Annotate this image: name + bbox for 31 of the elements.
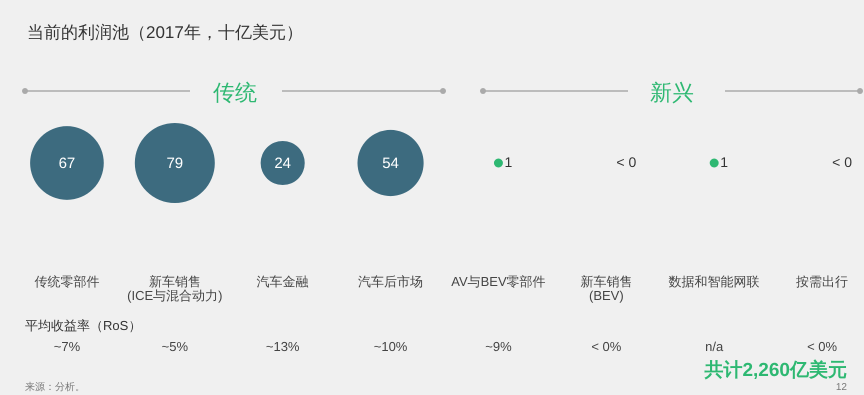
- data-label: < 0: [616, 154, 636, 170]
- data-label: 1: [720, 154, 728, 170]
- text: n/a: [705, 339, 724, 354]
- text: < 0%: [807, 339, 838, 354]
- text: ~13%: [266, 339, 300, 354]
- text: < 0%: [591, 339, 622, 354]
- text: ~9%: [485, 339, 512, 354]
- category-label: AV与BEV零部件: [451, 274, 546, 289]
- text: 当前的利润池（2017年，十亿美元）: [27, 23, 303, 42]
- category-label: 汽车金融: [256, 274, 309, 289]
- text: 新兴: [650, 80, 694, 105]
- text: 12: [836, 382, 848, 393]
- category-label: 传统零部件: [34, 274, 100, 289]
- text: 平均收益率（RoS）: [25, 318, 142, 333]
- text: 共计2,260亿美元: [703, 359, 847, 381]
- data-label: < 0: [832, 154, 852, 170]
- text: ~10%: [374, 339, 408, 354]
- data-label: 54: [382, 155, 399, 172]
- category-label: 数据和智能网联: [668, 274, 760, 289]
- text: 传统: [213, 80, 257, 105]
- text: ~5%: [162, 339, 188, 354]
- category-label: 新车销售 (BEV): [580, 274, 632, 303]
- data-label: 67: [58, 155, 76, 172]
- text: ~7%: [54, 339, 81, 354]
- data-label: 1: [504, 154, 512, 170]
- category-label: 按需出行: [796, 274, 848, 289]
- category-label: 新车销售 (ICE与混合动力): [127, 274, 222, 303]
- source-note: 来源：分析。: [25, 381, 85, 393]
- category-label: 汽车后市场: [358, 274, 424, 289]
- data-label: 24: [274, 155, 292, 172]
- data-label: 79: [166, 155, 184, 172]
